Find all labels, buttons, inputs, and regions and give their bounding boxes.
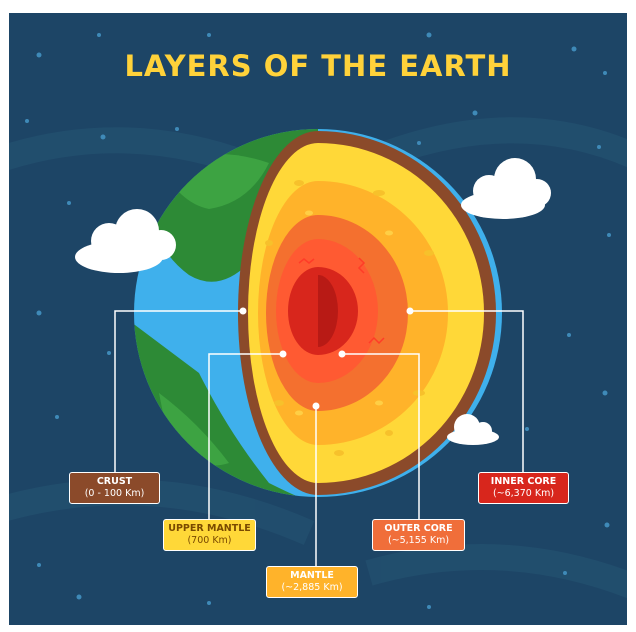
page-title: LAYERS OF THE EARTH bbox=[124, 49, 512, 83]
cloud-bottom-right bbox=[447, 414, 499, 445]
earth-illustration bbox=[9, 32, 627, 609]
layer-name: UPPER MANTLE bbox=[168, 523, 251, 534]
star-icons bbox=[25, 32, 611, 609]
label-upper-mantle: UPPER MANTLE (700 Km) bbox=[163, 519, 256, 551]
layer-name: MANTLE bbox=[290, 570, 334, 581]
cloud-right bbox=[461, 158, 551, 219]
label-connectors bbox=[114, 310, 524, 566]
cloud-icons bbox=[75, 158, 551, 445]
layer-depth: (~2,885 Km) bbox=[281, 582, 343, 593]
layer-depth: (0 - 100 Km) bbox=[84, 488, 145, 499]
layer-name: INNER CORE bbox=[490, 476, 557, 487]
cloud-left bbox=[75, 209, 176, 273]
layer-name: CRUST bbox=[96, 476, 133, 487]
layer-depth: (700 Km) bbox=[187, 535, 232, 546]
layer-depth: (~5,155 Km) bbox=[387, 535, 450, 546]
layer-name: OUTER CORE bbox=[384, 523, 453, 534]
connector-dots bbox=[239, 307, 414, 410]
earth-cross-section bbox=[238, 131, 496, 495]
label-inner-core: INNER CORE (~6,370 Km) bbox=[478, 472, 569, 504]
label-outer-core: OUTER CORE (~5,155 Km) bbox=[372, 519, 465, 551]
layer-depth: (~6,370 Km) bbox=[492, 488, 555, 499]
label-mantle: MANTLE (~2,885 Km) bbox=[266, 566, 358, 598]
infographic-frame: LAYERS OF THE EARTH CRUST (0 - 100 Km) U… bbox=[9, 13, 627, 625]
label-crust: CRUST (0 - 100 Km) bbox=[69, 472, 160, 504]
